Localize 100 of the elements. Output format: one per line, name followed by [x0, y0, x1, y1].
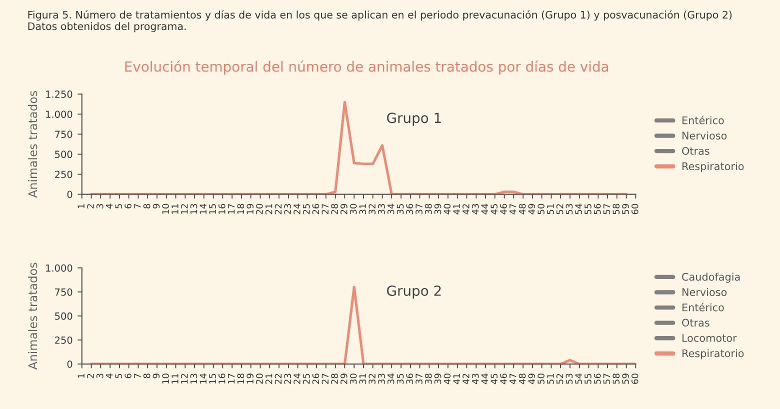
- x-tick-label: 44: [481, 374, 488, 384]
- x-tick-label: 10: [162, 374, 169, 384]
- x-tick-label: 7: [134, 204, 141, 208]
- x-tick-label: 2: [87, 374, 94, 378]
- x-tick-label: 29: [340, 374, 348, 384]
- x-tick-label: 11: [172, 204, 178, 214]
- x-tick-label: 9: [152, 374, 160, 378]
- y-tick-label: 250: [55, 336, 72, 344]
- x-tick-label: 15: [209, 204, 216, 214]
- x-tick-label: 55: [584, 374, 592, 384]
- x-tick-label: 22: [274, 204, 282, 214]
- x-tick-label: 15: [209, 374, 216, 384]
- x-tick-label: 52: [556, 374, 564, 384]
- x-tick-label: 39: [434, 204, 442, 214]
- x-tick-label: 5: [115, 204, 122, 208]
- x-tick-label: 33: [378, 374, 385, 384]
- x-tick-label: 20: [256, 204, 263, 214]
- x-tick-label: 36: [406, 374, 414, 384]
- x-tick-label: 4: [106, 204, 113, 209]
- legend-label: Respiratorio: [682, 349, 744, 360]
- legend-label: Caudofagia: [682, 272, 740, 283]
- x-tick-label: 4: [106, 374, 113, 378]
- x-tick-label: 27: [322, 204, 328, 214]
- x-tick-label: 19: [246, 204, 254, 214]
- x-tick-label: 47: [510, 204, 516, 214]
- x-tick-label: 10: [162, 204, 169, 214]
- x-tick-label: 11: [172, 374, 178, 384]
- x-tick-label: 32: [368, 374, 376, 384]
- x-tick-label: 35: [396, 204, 404, 214]
- x-tick-label: 58: [612, 204, 620, 214]
- x-tick-label: 24: [294, 204, 300, 214]
- x-tick-label: 6: [124, 204, 132, 208]
- x-tick-label: 3: [96, 374, 104, 378]
- x-tick-label: 58: [612, 374, 620, 384]
- x-tick-label: 24: [294, 374, 300, 384]
- legend-label: Locomotor: [682, 334, 737, 342]
- x-tick-label: 12: [180, 204, 188, 214]
- y-tick-label: 500: [55, 150, 72, 158]
- x-tick-label: 46: [500, 204, 507, 214]
- x-tick-label: 53: [566, 374, 573, 384]
- x-tick-label: 49: [528, 374, 536, 384]
- y-tick-label: 0: [67, 360, 72, 368]
- x-tick-label: 27: [322, 374, 328, 384]
- y-tick-label: 1.250: [46, 90, 72, 98]
- x-tick-label: 42: [462, 204, 470, 214]
- x-tick-label: 12: [180, 374, 188, 384]
- y-tick-label: 1.000: [46, 110, 72, 118]
- x-tick-label: 31: [359, 204, 366, 214]
- x-tick-label: 22: [274, 374, 282, 384]
- x-tick-label: 34: [387, 374, 394, 384]
- x-tick-label: 46: [500, 374, 507, 384]
- x-tick-label: 43: [472, 374, 479, 384]
- x-tick-label: 18: [237, 204, 244, 214]
- chart-subtitle: Evolución temporal del número de animales tratados por días de vida: [125, 60, 608, 74]
- x-tick-label: 47: [510, 374, 516, 384]
- x-tick-label: 28: [331, 374, 338, 384]
- x-tick-label: 54: [575, 374, 582, 384]
- x-tick-label: 8: [143, 204, 150, 208]
- x-tick-label: 59: [622, 374, 629, 384]
- x-tick-label: 56: [594, 374, 601, 384]
- x-tick-label: 59: [622, 204, 629, 214]
- x-tick-label: 52: [556, 204, 564, 214]
- legend-label: Otras: [682, 146, 710, 155]
- x-tick-label: 41: [453, 204, 460, 214]
- x-tick-label: 37: [416, 374, 422, 384]
- x-tick-label: 51: [547, 374, 554, 384]
- x-tick-label: 2: [87, 204, 94, 208]
- x-tick-label: 51: [547, 204, 554, 214]
- x-tick-label: 56: [594, 204, 601, 214]
- legend-label: Entérico: [682, 116, 724, 124]
- x-tick-label: 14: [200, 204, 206, 214]
- x-tick-label: 19: [246, 374, 254, 384]
- x-tick-label: 25: [302, 204, 310, 214]
- x-tick-label: 1: [78, 204, 84, 208]
- y-tick-label: 0: [67, 190, 72, 198]
- x-tick-label: 29: [340, 204, 348, 214]
- x-tick-label: 53: [566, 204, 573, 214]
- y-tick-label: 250: [55, 170, 72, 178]
- x-tick-label: 55: [584, 204, 592, 214]
- x-tick-label: 40: [444, 374, 451, 384]
- x-tick-label: 35: [396, 374, 404, 384]
- chart-title: Figura 5. Número de tratamientos y días de vida en los que se aplican en el periodo prevacunación (Grupo 1) y posvacunación (Grupo 2) Datos obtenidos del programa.: [28, 10, 732, 32]
- y-tick-label: 500: [55, 312, 72, 320]
- annotation: Grupo 2: [387, 285, 441, 299]
- x-tick-label: 38: [424, 204, 432, 214]
- x-tick-label: 60: [631, 204, 638, 214]
- x-tick-label: 23: [284, 374, 292, 384]
- y-axis-title: Animales tratados: [28, 91, 38, 198]
- x-tick-label: 21: [265, 374, 272, 384]
- x-tick-label: 13: [190, 374, 198, 384]
- x-tick-label: 34: [387, 204, 394, 214]
- x-tick-label: 16: [218, 374, 226, 384]
- annotation: Grupo 1: [387, 112, 441, 126]
- x-tick-label: 50: [538, 204, 544, 214]
- x-tick-label: 21: [265, 204, 272, 214]
- x-tick-label: 38: [424, 374, 432, 384]
- x-tick-label: 28: [331, 204, 338, 214]
- x-tick-label: 16: [218, 204, 226, 214]
- x-tick-label: 37: [416, 204, 422, 214]
- x-tick-label: 60: [631, 374, 638, 384]
